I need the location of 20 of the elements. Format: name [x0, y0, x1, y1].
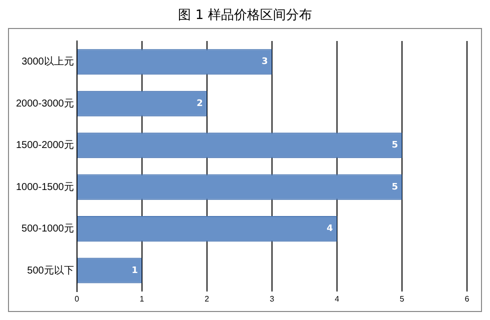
x-tick-label: 4	[334, 294, 340, 304]
chart-title: 图 1 样品价格区间分布	[177, 7, 313, 24]
x-tick-label: 5	[400, 294, 405, 304]
x-tick-label: 2	[204, 294, 210, 304]
data-label: 5	[392, 182, 398, 192]
y-tick-label: 2000-3000元	[16, 98, 74, 110]
y-tick-label: 1000-1500元	[16, 182, 74, 193]
x-tick-label: 1	[140, 294, 145, 304]
y-tick-label: 3000以上元	[22, 56, 74, 68]
y-tick-label: 500-1000元	[22, 224, 74, 235]
x-tick-label: 3	[270, 294, 275, 304]
data-label: 1	[132, 266, 138, 276]
data-label: 4	[326, 224, 333, 234]
data-label: 2	[196, 98, 203, 109]
data-label: 5	[392, 140, 398, 151]
data-label: 3	[262, 57, 268, 68]
x-tick-label: 0	[74, 294, 80, 304]
y-tick-label: 1500-2000元	[16, 140, 74, 152]
x-tick-label: 6	[464, 294, 470, 304]
y-tick-label: 500元以下	[27, 264, 74, 276]
